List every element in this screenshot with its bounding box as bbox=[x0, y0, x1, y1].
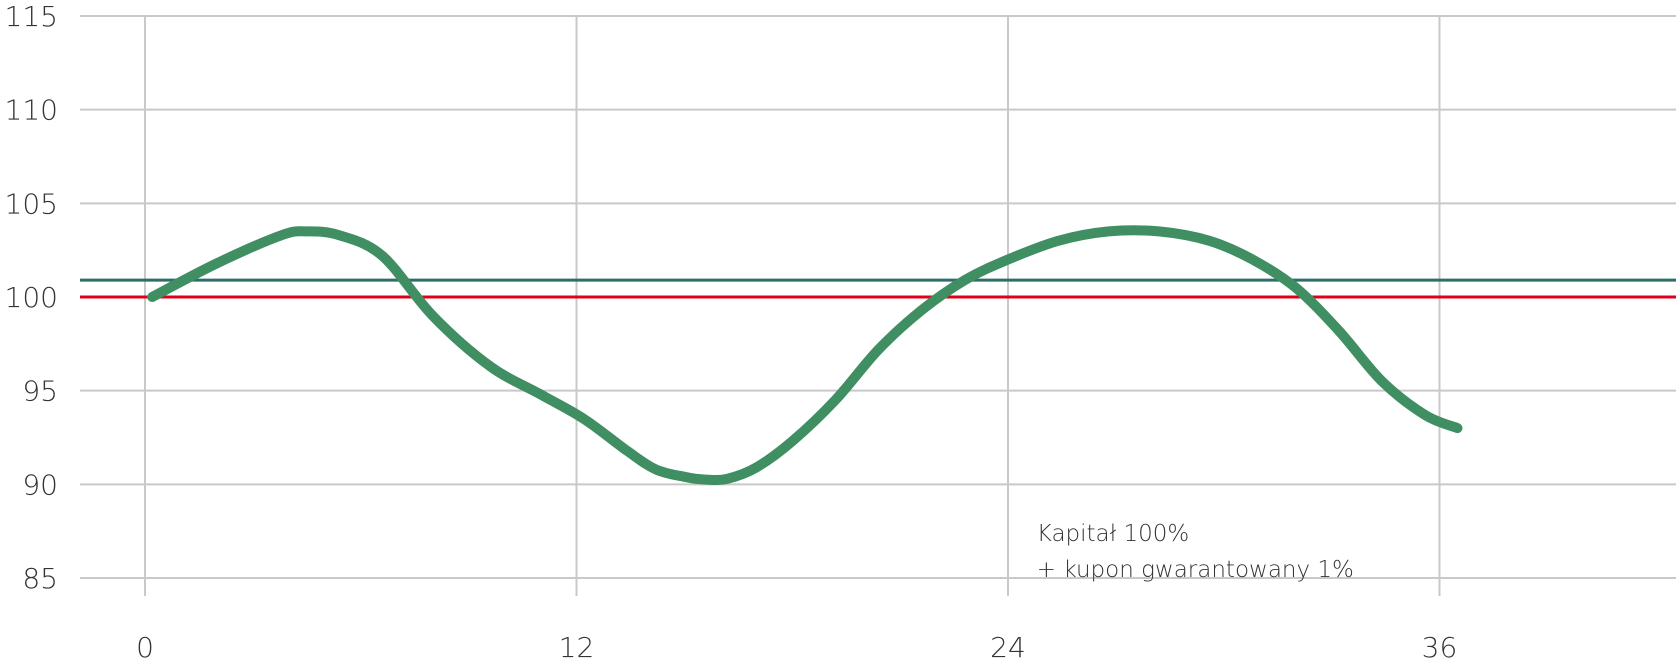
y-tick-label-90: 90 bbox=[22, 468, 58, 501]
y-tick-label-85: 85 bbox=[22, 562, 58, 595]
x-tick-label-36: 36 bbox=[1422, 631, 1458, 659]
series-layer bbox=[147, 225, 1463, 486]
y-tick-label-105: 105 bbox=[5, 187, 58, 220]
annotation: Kapitał 100% + kupon gwarantowany 1% bbox=[1037, 521, 1354, 583]
grid bbox=[80, 15, 1676, 596]
annotation-line-2: + kupon gwarantowany 1% bbox=[1037, 557, 1354, 583]
reference-lines bbox=[80, 278, 1676, 299]
y-axis-tick-labels: 85 90 95 100 105 110 115 bbox=[5, 0, 58, 595]
x-tick-label-12: 12 bbox=[559, 631, 595, 659]
y-tick-label-95: 95 bbox=[22, 375, 58, 408]
x-tick-label-24: 24 bbox=[990, 631, 1026, 659]
x-tick-label-0: 0 bbox=[136, 631, 154, 659]
y-tick-label-110: 110 bbox=[5, 94, 58, 127]
x-axis-tick-labels: 0 12 24 36 bbox=[136, 631, 1457, 659]
series-line-1 bbox=[147, 225, 1463, 486]
y-tick-label-115: 115 bbox=[5, 0, 58, 33]
y-tick-label-100: 100 bbox=[5, 281, 58, 314]
annotation-line-1: Kapitał 100% bbox=[1037, 521, 1189, 547]
